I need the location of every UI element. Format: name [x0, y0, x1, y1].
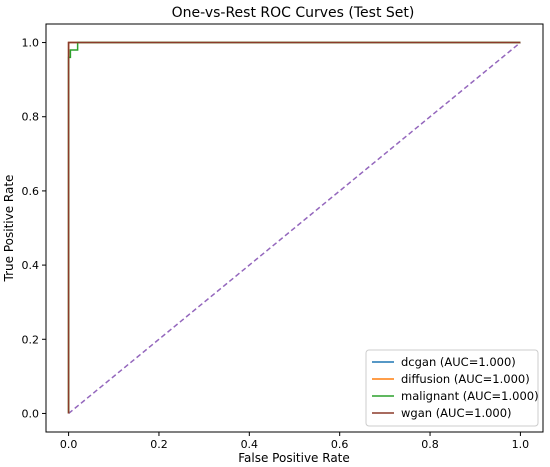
y-tick-label: 0.8 [22, 111, 40, 124]
legend-box [365, 349, 539, 427]
legend-label: malignant (AUC=1.000) [401, 389, 539, 403]
reference-line-layer [68, 41, 521, 415]
y-tick-label: 0.2 [22, 333, 40, 346]
legend: dcgan (AUC=1.000) diffusion (AUC=1.000) ma… [365, 349, 539, 427]
x-tick-label: 0.4 [241, 438, 259, 451]
y-axis-ticks: 0.0 0.2 0.4 0.6 0.8 1.0 [22, 37, 46, 420]
x-tick-label: 0.2 [150, 438, 168, 451]
x-tick-label: 0.6 [331, 438, 349, 451]
legend-label: diffusion (AUC=1.000) [401, 372, 530, 386]
y-tick-label: 0.0 [22, 407, 40, 420]
y-axis-title: True Positive Rate [2, 175, 16, 283]
y-tick-label: 0.4 [22, 259, 40, 272]
series-layer [67, 41, 521, 414]
x-axis-ticks: 0.0 0.2 0.4 0.6 0.8 1.0 [60, 432, 529, 451]
x-axis-title: False Positive Rate [238, 451, 350, 465]
y-tick-label: 0.6 [22, 185, 40, 198]
y-tick-label: 1.0 [22, 37, 40, 50]
plot-frame [45, 23, 544, 433]
x-tick-label: 0.8 [421, 438, 439, 451]
x-tick-label: 0.0 [60, 438, 78, 451]
chart-title: One-vs-Rest ROC Curves (Test Set) [172, 5, 415, 21]
roc-series-line [67, 41, 521, 414]
chance-reference-line [68, 41, 521, 415]
x-tick-label: 1.0 [512, 438, 530, 451]
legend-label: dcgan (AUC=1.000) [401, 355, 516, 369]
legend-label: wgan (AUC=1.000) [401, 406, 512, 420]
